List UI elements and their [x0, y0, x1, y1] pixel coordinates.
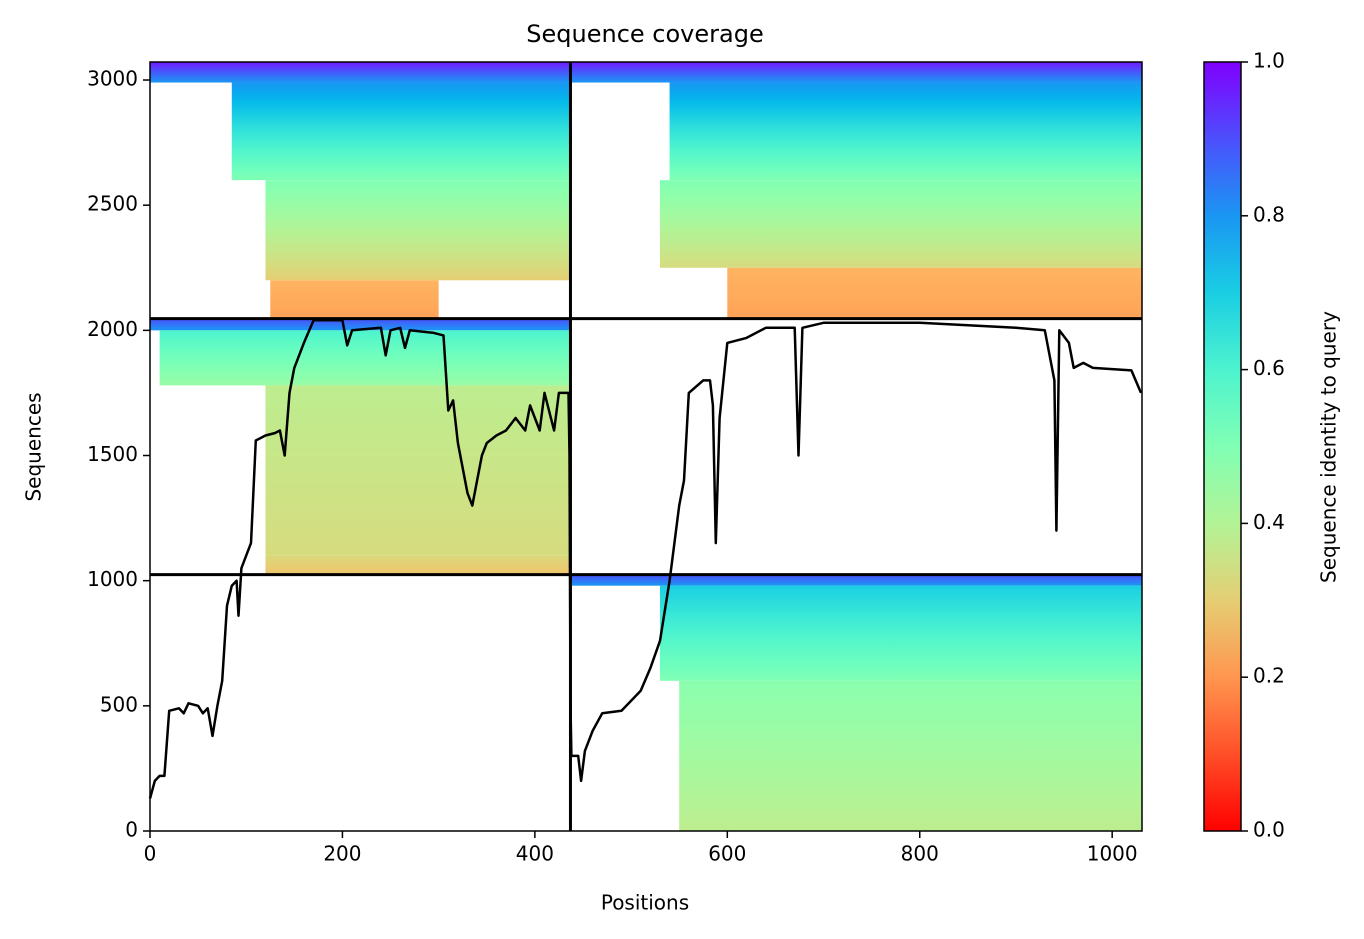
plot-frame — [149, 61, 1143, 832]
y-tick-label: 1500 — [87, 442, 138, 466]
y-tick-label: 0 — [125, 818, 138, 842]
msa-block — [159, 330, 571, 386]
y-axis-label: Sequences — [22, 392, 46, 501]
msa-block — [727, 267, 1142, 319]
msa-block — [659, 585, 1142, 681]
colorbar-label: Sequence identity to query — [1317, 311, 1341, 583]
x-tick-label: 400 — [516, 842, 554, 866]
coverage-line — [148, 319, 1143, 799]
chart-title: Sequence coverage — [526, 20, 763, 48]
msa-block — [570, 574, 1142, 586]
colorbar-tick-label: 0.0 — [1253, 818, 1285, 842]
msa-block — [150, 318, 571, 331]
y-tick-label: 3000 — [87, 67, 138, 91]
msa-block — [570, 62, 1142, 83]
colorbar-tick-label: 0.8 — [1253, 202, 1285, 226]
x-tick-label: 0 — [144, 842, 157, 866]
msa-block — [150, 62, 571, 83]
msa-block — [669, 82, 1142, 181]
colorbar-tick-label: 0.4 — [1253, 510, 1285, 534]
msa-block — [231, 82, 571, 181]
y-tick-label: 2500 — [87, 192, 138, 216]
msa-block — [265, 180, 571, 281]
msa-block — [265, 555, 571, 575]
x-axis-label: Positions — [601, 891, 689, 915]
msa-block — [265, 385, 571, 556]
y-tick-label: 2000 — [87, 317, 138, 341]
x-tick-label: 200 — [323, 842, 361, 866]
colorbar — [1203, 61, 1242, 832]
y-tick-label: 500 — [100, 692, 138, 716]
colorbar-tick-label: 0.6 — [1253, 356, 1285, 380]
x-tick-label: 600 — [708, 842, 746, 866]
x-tick-label: 800 — [901, 842, 939, 866]
msa-block — [659, 180, 1142, 268]
msa-block — [270, 280, 439, 319]
x-tick-label: 1000 — [1087, 842, 1138, 866]
msa-block — [679, 680, 1142, 831]
colorbar-tick-label: 0.2 — [1253, 664, 1285, 688]
y-tick-label: 1000 — [87, 567, 138, 591]
colorbar-tick-label: 1.0 — [1253, 49, 1285, 73]
